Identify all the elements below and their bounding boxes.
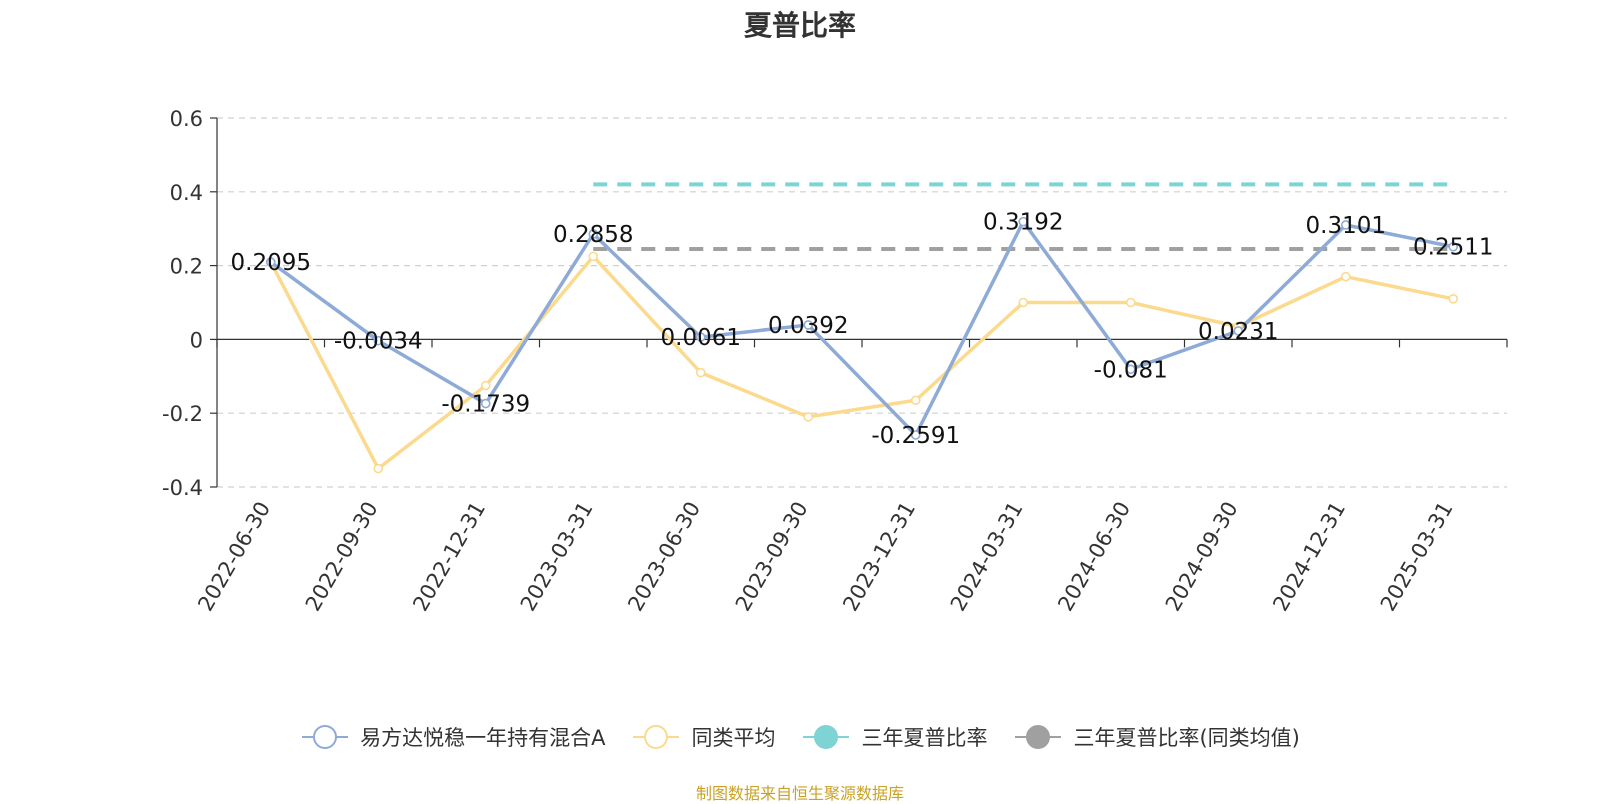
data-label: 0.2095 <box>231 250 311 276</box>
data-label: -0.2591 <box>871 423 960 449</box>
data-point <box>803 320 814 330</box>
y-tick-label: 0.6 <box>170 107 203 131</box>
legend-swatch-icon <box>1015 725 1062 749</box>
data-point <box>1125 297 1136 308</box>
x-tick-label: 2024-03-31 <box>946 498 1028 616</box>
data-point <box>1233 326 1244 336</box>
data-label: 0.0231 <box>1198 319 1278 345</box>
x-tick-label: 2023-12-31 <box>838 498 920 616</box>
x-tick-label: 2025-03-31 <box>1376 498 1458 616</box>
y-tick-label: 0.4 <box>170 181 203 205</box>
legend-label: 三年夏普比率 <box>861 726 988 750</box>
series-line <box>269 254 1454 471</box>
data-label: 0.3101 <box>1306 213 1386 239</box>
data-point <box>1125 364 1136 375</box>
legend-label: 易方达悦稳一年持有混合A <box>360 726 606 750</box>
legend-item[interactable]: 三年夏普比率(同类均值) <box>1013 722 1300 752</box>
legend-item[interactable]: 同类平均 <box>631 722 775 752</box>
legend-swatch-icon <box>803 725 850 749</box>
series-line <box>269 219 1454 437</box>
y-tick-label: 0 <box>190 328 203 352</box>
data-point <box>1448 294 1459 304</box>
x-tick-label: 2022-06-30 <box>193 498 275 616</box>
data-label: 0.3192 <box>983 210 1063 236</box>
legend-swatch-icon <box>633 725 680 749</box>
data-label: -0.0034 <box>334 329 423 355</box>
legend-label: 同类平均 <box>691 726 776 750</box>
source-note: 制图数据来自恒生聚源数据库 <box>695 784 904 803</box>
data-point <box>480 398 491 409</box>
data-point <box>803 412 814 422</box>
data-point <box>910 430 921 440</box>
data-label: 0.0392 <box>768 313 848 339</box>
data-label: 0.2858 <box>553 222 633 248</box>
data-label: 0.0061 <box>661 325 741 351</box>
x-tick-label: 2022-09-30 <box>301 498 383 616</box>
data-point <box>910 395 921 406</box>
y-tick-label: -0.4 <box>162 476 203 500</box>
data-label: -0.081 <box>1094 357 1168 383</box>
x-tick-label: 2024-12-31 <box>1268 498 1350 616</box>
y-tick-label: 0.2 <box>170 255 203 279</box>
data-point <box>265 257 276 267</box>
x-tick-label: 2023-06-30 <box>623 498 705 616</box>
data-point <box>373 335 384 346</box>
data-point <box>588 251 599 262</box>
data-point <box>1340 271 1351 282</box>
data-point <box>695 367 706 378</box>
data-point <box>1018 297 1029 308</box>
data-point <box>1448 241 1459 252</box>
legend-swatch-icon <box>302 725 349 749</box>
x-tick-label: 2022-12-31 <box>408 498 490 616</box>
data-point <box>588 229 599 239</box>
x-tick-label: 2023-03-31 <box>516 498 598 616</box>
legend: 易方达悦稳一年持有混合A 同类平均 三年夏普比率 三年夏普比率(同类均值) <box>0 722 1600 752</box>
legend-item[interactable]: 三年夏普比率 <box>801 722 987 752</box>
legend-label: 三年夏普比率(同类均值) <box>1073 726 1300 750</box>
chart-title: 夏普比率 <box>743 9 856 42</box>
y-tick-label: -0.2 <box>162 402 203 426</box>
data-point <box>373 463 384 474</box>
data-point <box>1340 220 1351 230</box>
data-point <box>1018 216 1029 227</box>
data-label: -0.1739 <box>441 392 530 418</box>
x-tick-label: 2024-09-30 <box>1161 498 1243 616</box>
data-point <box>695 332 706 342</box>
x-tick-label: 2024-06-30 <box>1053 498 1135 616</box>
legend-item[interactable]: 易方达悦稳一年持有混合A <box>300 722 605 752</box>
data-point <box>480 380 491 391</box>
data-label: 0.2511 <box>1413 235 1493 261</box>
x-tick-label: 2023-09-30 <box>731 498 813 616</box>
